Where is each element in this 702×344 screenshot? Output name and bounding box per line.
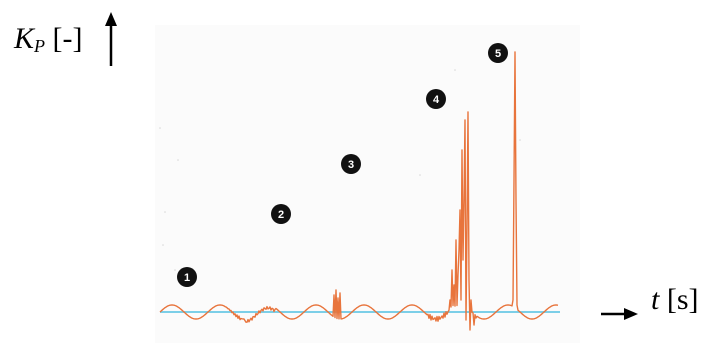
faint-grid-dots bbox=[159, 69, 521, 271]
y-axis-variable: K bbox=[14, 22, 35, 55]
stage-marker-3: 3 bbox=[341, 154, 361, 174]
y-axis-subscript: P bbox=[34, 36, 46, 56]
stage-marker-1: 1 bbox=[177, 267, 197, 287]
stage-markers: 1 2 3 4 5 bbox=[177, 43, 508, 287]
y-axis-arrow-head bbox=[105, 12, 117, 26]
stage-marker-circle bbox=[341, 154, 361, 174]
grid-dot bbox=[162, 244, 164, 246]
grid-dot bbox=[174, 269, 176, 271]
stage-marker-5: 5 bbox=[488, 43, 508, 63]
grid-dot bbox=[164, 211, 166, 213]
x-axis-arrow-head bbox=[624, 308, 638, 320]
stage-marker-4: 4 bbox=[426, 89, 446, 109]
grid-dot bbox=[159, 127, 161, 129]
stage-marker-2: 2 bbox=[271, 204, 291, 224]
y-axis-unit: [-] bbox=[52, 22, 83, 55]
signal-series-line bbox=[159, 51, 559, 331]
grid-dot bbox=[419, 174, 421, 176]
stage-marker-label: 5 bbox=[495, 48, 501, 60]
x-axis-variable: t bbox=[651, 283, 660, 316]
plot-background bbox=[155, 25, 580, 343]
stage-marker-label: 1 bbox=[184, 272, 190, 284]
x-axis-label: t [s] bbox=[651, 283, 699, 317]
stage-marker-label: 3 bbox=[348, 159, 354, 171]
x-axis-unit: [s] bbox=[666, 283, 699, 316]
stage-marker-label: 2 bbox=[278, 209, 284, 221]
stage-marker-circle bbox=[488, 43, 508, 63]
grid-dot bbox=[177, 159, 179, 161]
stage-marker-label: 4 bbox=[433, 94, 440, 106]
stage-marker-circle bbox=[177, 267, 197, 287]
stage-marker-circle bbox=[426, 89, 446, 109]
stage-marker-circle bbox=[271, 204, 291, 224]
y-axis-label: KP [-] bbox=[14, 22, 83, 56]
grid-dot bbox=[519, 139, 521, 141]
grid-dot bbox=[454, 69, 456, 71]
